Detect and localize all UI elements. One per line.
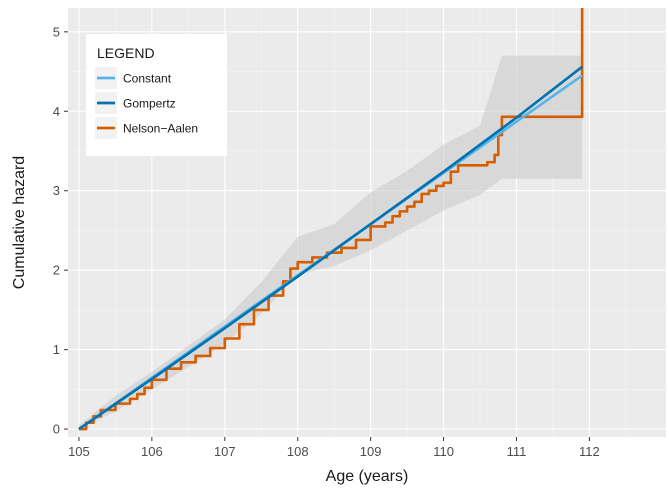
legend-label: Nelson−Aalen [123, 122, 198, 136]
y-tick-label: 1 [53, 342, 60, 357]
x-tick-label: 112 [579, 444, 600, 459]
series-layer [78, 8, 584, 431]
x-tick-label: 107 [214, 444, 236, 459]
legend: LEGEND Constant Gompertz Nelson−Aalen [86, 34, 227, 156]
y-axis-title: Cumulative hazard [11, 156, 28, 289]
y-tick-label: 3 [53, 183, 60, 198]
x-tick-label: 105 [68, 444, 90, 459]
legend-label: Gompertz [123, 97, 176, 111]
y-tick-label: 4 [53, 104, 60, 119]
confidence-band [78, 55, 583, 430]
confidence-band-layer [78, 55, 583, 430]
x-tick-label: 111 [507, 444, 527, 459]
y-axis-ticks: 0 1 2 3 4 5 [53, 24, 68, 437]
y-tick-label: 0 [53, 422, 60, 437]
y-tick-label: 2 [53, 263, 60, 278]
x-tick-label: 106 [141, 444, 163, 459]
x-tick-label: 108 [287, 444, 309, 459]
series-line-gompertz [78, 65, 583, 431]
legend-label: Constant [123, 72, 172, 86]
series-line-nelson-aalen [78, 8, 584, 431]
legend-items: Constant Gompertz Nelson−Aalen [95, 67, 198, 139]
y-tick-label: 5 [53, 24, 60, 39]
x-tick-label: 109 [360, 444, 382, 459]
x-axis-title: Age (years) [326, 468, 409, 485]
x-axis-ticks: 105 106 107 108 109 110 111 112 [68, 437, 600, 459]
x-tick-label: 110 [433, 444, 454, 459]
legend-title: LEGEND [97, 45, 155, 61]
